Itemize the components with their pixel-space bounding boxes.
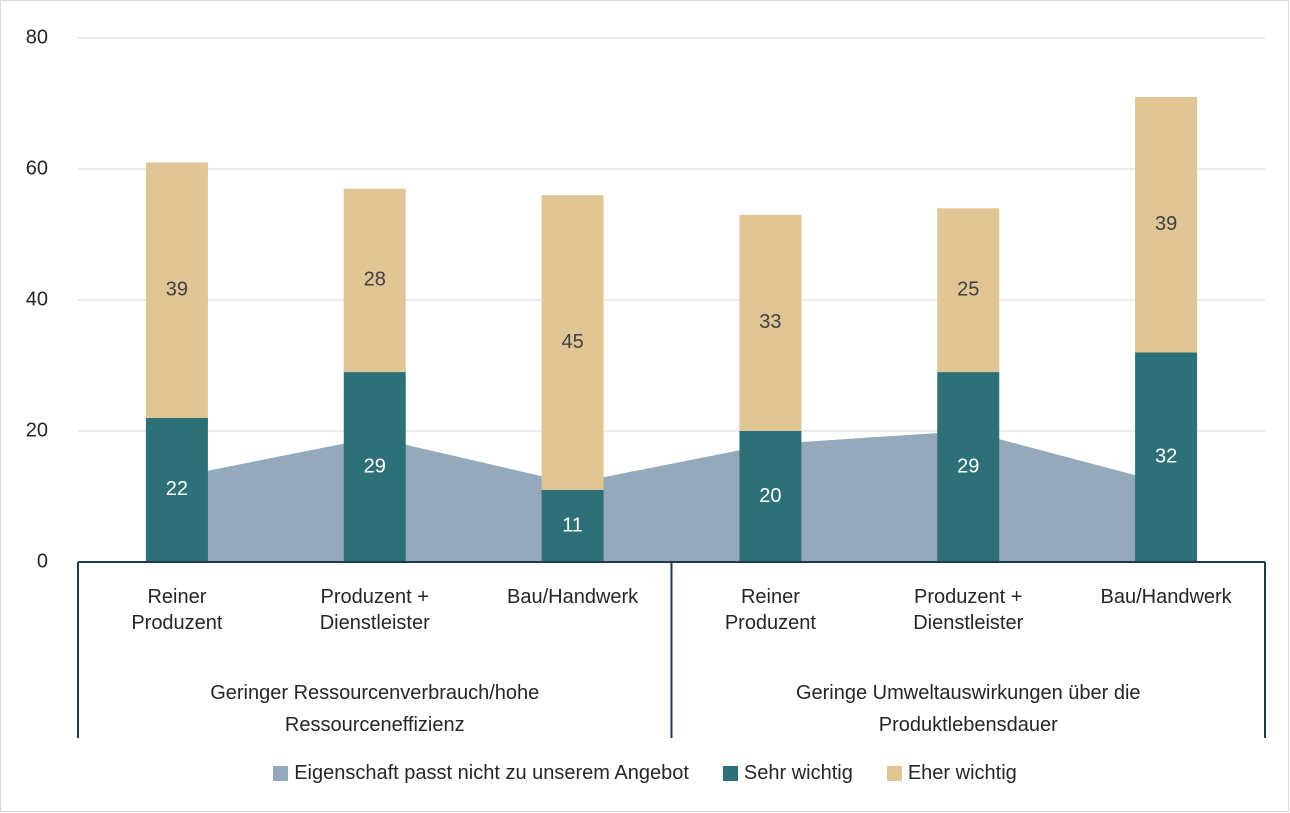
legend-label: Eher wichtig xyxy=(907,762,1017,784)
x-tick-label: Produzent + Dienstleister xyxy=(913,586,1024,634)
bar xyxy=(541,195,604,490)
data-label: 25 xyxy=(957,278,979,300)
group-label: Geringer Ressourcenverbrauch/hohe Ressou… xyxy=(210,682,540,736)
area xyxy=(176,431,1167,562)
bar xyxy=(541,489,604,562)
data-label: 45 xyxy=(561,331,583,353)
legend-label: Sehr wichtig xyxy=(743,762,853,784)
legend-item: Sehr wichtig xyxy=(722,762,853,785)
data-label: 29 xyxy=(957,455,979,477)
bar xyxy=(145,162,208,418)
bar xyxy=(937,372,1000,562)
bar xyxy=(343,188,406,373)
data-label: 11 xyxy=(562,514,583,536)
y-tick-label: 40 xyxy=(26,288,48,310)
bar xyxy=(343,372,406,562)
y-tick-label: 60 xyxy=(26,157,48,179)
data-label: 33 xyxy=(759,311,781,333)
bar xyxy=(937,208,1000,373)
legend-swatch xyxy=(722,766,738,781)
x-tick-label: Reiner Produzent xyxy=(724,586,816,634)
x-tick-label: Reiner Produzent xyxy=(131,586,223,634)
y-tick-label: 80 xyxy=(26,26,48,48)
group-label: Geringe Umweltauswirkungen über die Prod… xyxy=(795,682,1141,736)
legend-label: Eigenschaft passt nicht zu unserem Angeb… xyxy=(294,762,689,784)
legend-swatch xyxy=(886,766,902,781)
legend-swatch xyxy=(273,766,289,781)
data-label: 39 xyxy=(166,278,188,300)
data-label: 39 xyxy=(1155,213,1177,235)
data-label: 20 xyxy=(759,485,781,507)
x-tick-label: Bau/Handwerk xyxy=(506,586,639,608)
y-tick-label: 0 xyxy=(37,550,48,572)
bar xyxy=(1135,96,1198,353)
bar xyxy=(1135,352,1198,562)
bar xyxy=(739,214,802,431)
bar xyxy=(739,431,802,562)
bar xyxy=(145,417,208,562)
data-label: 28 xyxy=(364,269,386,291)
legend-item: Eher wichtig xyxy=(886,762,1017,785)
data-label: 22 xyxy=(166,478,188,500)
legend-item: Eigenschaft passt nicht zu unserem Angeb… xyxy=(273,762,689,785)
data-label: 29 xyxy=(364,455,386,477)
x-tick-label: Produzent + Dienstleister xyxy=(319,586,430,634)
legend: Eigenschaft passt nicht zu unserem Angeb… xyxy=(0,762,1290,785)
x-tick-label: Bau/Handwerk xyxy=(1100,586,1232,608)
y-tick-label: 20 xyxy=(26,419,48,441)
data-label: 32 xyxy=(1155,445,1177,467)
